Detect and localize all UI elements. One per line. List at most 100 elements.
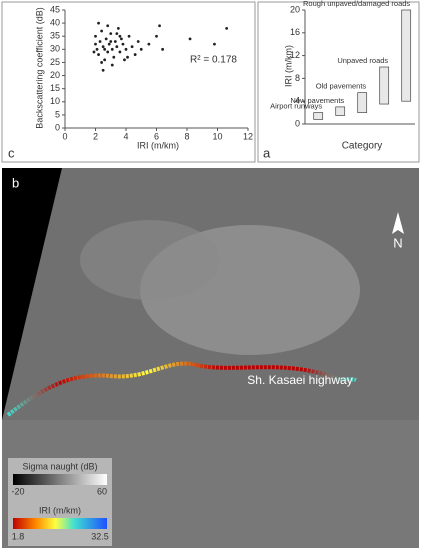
y-tick-label: 0	[55, 122, 60, 132]
point	[116, 26, 120, 30]
point	[121, 42, 125, 46]
category-label: Old pavements	[316, 82, 367, 91]
x-tick-label: 8	[184, 131, 189, 141]
point	[126, 55, 129, 59]
point	[118, 34, 122, 38]
y-tick-label: 20	[290, 4, 300, 14]
point	[106, 50, 110, 54]
panel-letter: c	[8, 145, 15, 160]
x-tick-label: 0	[62, 131, 67, 141]
x-tick-label: 10	[212, 131, 222, 141]
x-tick-label: 12	[243, 131, 253, 141]
point	[101, 68, 105, 72]
x-axis-label: IRI (m/km)	[137, 140, 179, 150]
point	[133, 53, 137, 56]
x-tick-label: 6	[154, 131, 159, 141]
legend-min: 1.8	[12, 531, 25, 541]
point	[97, 53, 100, 56]
y-tick-label: 12	[290, 50, 300, 60]
point	[95, 47, 99, 51]
north-label: N	[393, 235, 402, 250]
y-tick-label: 35	[50, 31, 60, 41]
y-tick-label: 0	[295, 118, 300, 128]
point	[94, 34, 97, 38]
category-label: Airport runways	[270, 102, 322, 111]
road-iri	[6, 361, 357, 417]
category-label: Unpaved roads	[337, 56, 388, 65]
point	[213, 42, 216, 46]
x-axis-label: Category	[342, 141, 383, 152]
point	[118, 50, 122, 54]
point	[155, 34, 158, 38]
x-tick-label: 4	[123, 131, 128, 141]
point	[110, 63, 114, 67]
legend-max: 60	[97, 486, 107, 496]
legend-title: IRI (m/km)	[39, 505, 81, 515]
range-bar	[379, 66, 390, 105]
point	[124, 47, 128, 51]
point	[109, 32, 113, 35]
point	[188, 37, 192, 41]
x-tick-label: 2	[93, 131, 98, 141]
panel-a-frame	[257, 1, 420, 163]
y-tick-label: 4	[295, 96, 300, 106]
point	[97, 21, 100, 25]
legend	[8, 458, 112, 546]
urban-area	[80, 220, 220, 300]
panel-letter: a	[263, 145, 271, 160]
point	[92, 50, 96, 54]
range-bar	[401, 9, 412, 102]
y-tick-label: 40	[50, 17, 60, 27]
point	[98, 40, 102, 43]
panel-letter: b	[12, 175, 19, 190]
point	[104, 37, 108, 41]
point	[101, 45, 105, 49]
point	[107, 42, 111, 46]
point	[123, 58, 126, 62]
y-axis-label: IRI (m/km)	[283, 45, 293, 87]
y-tick-label: 45	[50, 4, 60, 14]
range-bar	[313, 112, 324, 120]
point	[100, 29, 103, 33]
point	[127, 34, 131, 38]
y-axis-label: Backscattering coefficient (dB)	[34, 7, 44, 128]
point	[161, 47, 165, 51]
point	[103, 58, 107, 62]
north-arrow	[392, 212, 404, 234]
y-tick-label: 8	[295, 73, 300, 83]
legend-max: 32.5	[91, 531, 109, 541]
category-label: New pavements	[290, 96, 344, 105]
y-tick-label: 25	[50, 57, 60, 67]
point	[115, 32, 119, 35]
category-label: Rough unpaved/damaged roads	[303, 0, 410, 8]
road-label: Sh. Kasaei highway	[247, 373, 352, 387]
y-tick-label: 15	[50, 83, 60, 93]
y-tick-label: 30	[50, 44, 60, 54]
point	[100, 61, 103, 64]
point	[158, 24, 161, 28]
point	[139, 47, 143, 51]
range-bar	[357, 92, 368, 113]
y-tick-label: 20	[50, 70, 60, 80]
legend-min: -20	[11, 486, 24, 496]
point	[109, 40, 113, 43]
point	[112, 55, 116, 59]
point	[113, 40, 117, 43]
legend-ramp	[13, 518, 107, 529]
point	[94, 42, 97, 46]
map-panel: Sh. Kasaei highway N b Sigma naught (dB)…	[2, 168, 419, 548]
point	[115, 45, 119, 49]
point	[120, 37, 123, 41]
point	[147, 42, 151, 46]
no-data	[2, 168, 62, 420]
range-bar	[335, 106, 346, 116]
legend-ramp	[13, 474, 107, 485]
y-tick-label: 5	[55, 109, 60, 119]
point	[225, 26, 229, 30]
legend-title: Sigma naught (dB)	[22, 461, 97, 471]
point	[103, 47, 107, 51]
point	[136, 40, 140, 43]
annotation: R² = 0.178	[190, 55, 237, 66]
y-tick-label: 10	[50, 96, 60, 106]
